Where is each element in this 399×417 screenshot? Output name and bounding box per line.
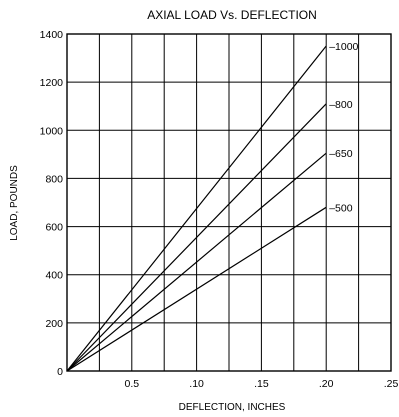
y-tick-label: 600 <box>45 222 63 234</box>
y-tick-label: 1000 <box>40 125 64 137</box>
plot-frame <box>66 33 392 372</box>
series-line <box>66 152 327 372</box>
x-tick-label: 0.5 <box>124 378 139 390</box>
series-label: –800 <box>329 99 353 111</box>
series-line <box>66 206 327 372</box>
x-axis-label: DEFLECTION, INCHES <box>179 402 286 413</box>
grid <box>67 34 391 371</box>
y-tick-label: 1400 <box>40 29 64 41</box>
y-tick-label: 200 <box>45 318 63 330</box>
y-tick-label: 800 <box>45 173 63 185</box>
series-labels: –1000 –800 –650 –500 <box>329 41 358 214</box>
x-tick-labels: 0.5 .10 .15 .20 .25 <box>124 378 398 390</box>
series-label: –1000 <box>329 41 358 53</box>
series-label: –500 <box>329 202 353 214</box>
y-tick-labels: 0 200 400 600 800 1000 1200 1400 <box>40 29 64 378</box>
series-line <box>66 103 327 372</box>
x-tick-label: .20 <box>319 378 334 390</box>
x-tick-label: .15 <box>254 378 269 390</box>
y-tick-label: 400 <box>45 270 63 282</box>
series-label: –650 <box>329 148 353 160</box>
chart-title: AXIAL LOAD Vs. DEFLECTION <box>147 8 317 22</box>
y-tick-label: 0 <box>57 366 63 378</box>
series-lines <box>66 45 327 372</box>
y-axis-label: LOAD, POUNDS <box>9 165 20 241</box>
y-tick-label: 1200 <box>40 77 64 89</box>
series-line <box>66 45 327 372</box>
x-tick-label: .10 <box>189 378 204 390</box>
x-tick-label: .25 <box>384 378 399 390</box>
